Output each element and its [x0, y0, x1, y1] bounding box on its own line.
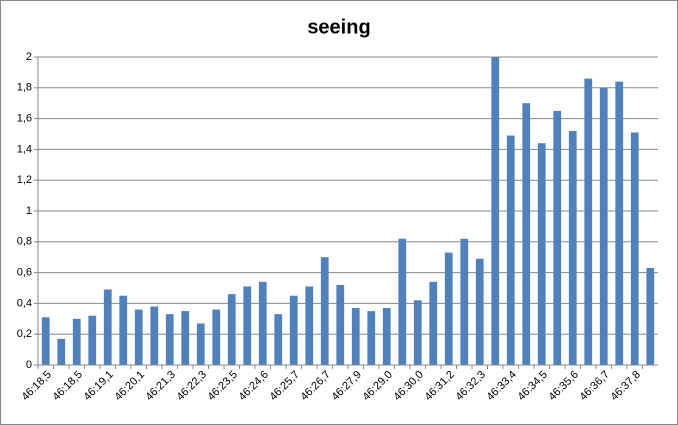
bar — [367, 311, 376, 365]
bar — [382, 308, 391, 365]
y-tick-label: 0 — [26, 359, 32, 371]
bar — [305, 286, 314, 365]
chart-title: seeing — [307, 16, 370, 38]
y-tick-label: 2 — [26, 51, 32, 63]
y-tick-label: 0,4 — [17, 297, 32, 309]
bar — [41, 317, 50, 365]
bar — [429, 281, 438, 365]
bar — [537, 143, 546, 365]
bar — [336, 284, 345, 365]
bar — [506, 135, 515, 365]
bar — [522, 103, 531, 365]
bar — [646, 267, 655, 365]
y-tick-label: 1,8 — [17, 82, 32, 94]
bar — [584, 78, 593, 365]
bar — [413, 300, 422, 365]
bar — [212, 309, 221, 365]
bar — [274, 314, 283, 365]
bar — [615, 81, 624, 365]
bar — [475, 258, 484, 365]
bar — [165, 314, 174, 365]
y-tick-label: 1,4 — [17, 143, 32, 155]
bar — [553, 110, 562, 366]
bar — [196, 323, 205, 365]
bar — [398, 238, 407, 365]
y-tick-label: 1 — [26, 205, 32, 217]
bar — [150, 306, 159, 365]
bar — [88, 315, 97, 365]
y-tick-label: 0,6 — [17, 267, 32, 279]
bar — [320, 257, 329, 365]
bar — [227, 294, 236, 365]
bar — [491, 57, 500, 365]
bar — [103, 289, 112, 365]
bar — [72, 318, 81, 365]
y-tick-label: 1,2 — [17, 174, 32, 186]
y-tick-label: 0,2 — [17, 328, 32, 340]
bar — [351, 308, 360, 365]
bar — [57, 338, 66, 365]
bar — [134, 309, 143, 365]
y-tick-label: 1,6 — [17, 113, 32, 125]
bar — [181, 311, 190, 365]
bar — [289, 295, 298, 365]
bar — [568, 130, 577, 365]
y-tick-label: 0,8 — [17, 236, 32, 248]
bar — [630, 132, 639, 365]
bar — [119, 295, 128, 365]
bar — [444, 252, 453, 365]
bar — [258, 281, 267, 365]
bar — [599, 87, 608, 366]
bar — [243, 286, 252, 365]
bar — [460, 238, 469, 365]
